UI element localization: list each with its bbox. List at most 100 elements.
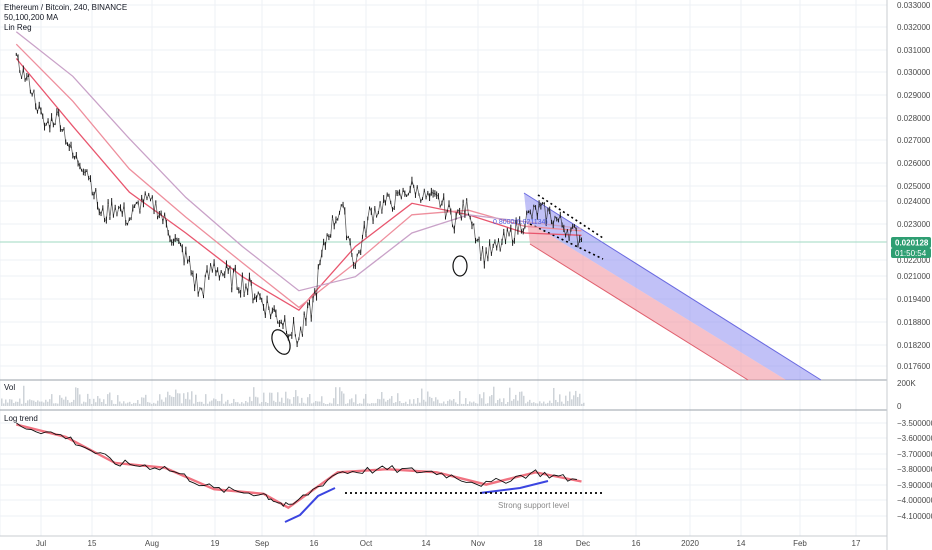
main-series[interactable] <box>15 31 582 348</box>
ma-legend[interactable]: 50,100,200 MA <box>4 13 59 22</box>
price-tick-label: 0.033000 <box>897 1 931 10</box>
volume-bar <box>41 401 43 406</box>
volume-bar <box>499 398 501 406</box>
log-pane-title[interactable]: Log trend <box>4 414 38 423</box>
price-tick-label: 0.024000 <box>897 197 931 206</box>
volume-pane-title[interactable]: Vol <box>4 383 15 392</box>
volume-bar <box>141 397 143 406</box>
volume-bar <box>333 398 335 406</box>
volume-bar <box>509 387 511 406</box>
log-series[interactable] <box>16 422 582 523</box>
volume-bar <box>445 403 447 406</box>
price-line[interactable] <box>15 54 582 346</box>
price-tick-label: 0.029000 <box>897 91 931 100</box>
volume-bar <box>127 402 129 406</box>
moving-average-200-ma[interactable] <box>15 31 582 292</box>
linreg-legend[interactable]: Lin Reg <box>4 23 32 32</box>
volume-bar <box>503 398 505 406</box>
volume-axis[interactable]: 200K 0 <box>897 379 916 411</box>
time-tick-label: Oct <box>360 539 373 548</box>
volume-bar <box>345 403 347 406</box>
volume-bar <box>249 396 251 406</box>
price-tick-label: 0.018800 <box>897 318 931 327</box>
volume-bar <box>469 401 471 406</box>
volume-bar <box>213 398 215 406</box>
log-price-line[interactable] <box>16 422 577 507</box>
chart-title[interactable]: Ethereum / Bitcoin, 240, BINANCE <box>4 3 127 12</box>
volume-bar <box>109 392 111 406</box>
volume-bar <box>63 399 65 406</box>
channel-lower-band[interactable] <box>527 221 786 380</box>
volume-bar <box>543 401 545 406</box>
volume-bars <box>1 385 585 406</box>
volume-bar <box>155 403 157 406</box>
volume-bar <box>69 402 71 406</box>
price-tick-label: 0.030000 <box>897 68 931 77</box>
volume-bar <box>549 400 551 406</box>
volume-bar <box>175 389 177 406</box>
volume-bar <box>117 395 119 406</box>
time-tick-label: 15 <box>88 539 97 548</box>
volume-bar <box>71 402 73 406</box>
volume-bar <box>215 399 217 406</box>
price-tick-label: 0.021000 <box>897 272 931 281</box>
volume-bar <box>287 398 289 406</box>
volume-bar <box>23 385 25 406</box>
volume-bar <box>583 402 585 406</box>
volume-bar <box>283 403 285 406</box>
price-axis[interactable]: 0.033000 0.032000 0.031000 0.030000 0.029000… <box>897 0 931 371</box>
log-trend-red[interactable] <box>16 423 582 510</box>
volume-bar <box>325 403 327 406</box>
volume-bar <box>351 398 353 406</box>
volume-bar <box>471 402 473 406</box>
moving-average-50-ma[interactable] <box>15 58 582 312</box>
volume-bar <box>581 403 583 406</box>
volume-bar <box>187 392 189 406</box>
volume-bar <box>47 401 49 406</box>
price-tick-label: 0.019400 <box>897 295 931 304</box>
volume-bar <box>559 394 561 406</box>
volume-bar <box>135 403 137 406</box>
time-tick-label: Feb <box>793 539 807 548</box>
volume-bar <box>513 399 515 406</box>
volume-bar <box>311 403 313 406</box>
volume-bar <box>235 402 237 406</box>
volume-bar <box>111 400 113 406</box>
volume-bar <box>405 401 407 406</box>
volume-bar <box>103 399 105 406</box>
moving-average-100-ma[interactable] <box>15 43 582 309</box>
channel-lower-line[interactable] <box>529 243 749 381</box>
volume-bar <box>387 400 389 406</box>
support-annotation: Strong support level <box>498 501 569 510</box>
volume-bar <box>159 394 161 406</box>
log-axis[interactable]: −3.500000 −3.600000 −3.700000 −3.800000 −3.9… <box>897 419 932 521</box>
volume-bar <box>243 403 245 406</box>
time-tick-label: 18 <box>534 539 543 548</box>
volume-bar <box>321 396 323 406</box>
volume-bar <box>79 394 81 406</box>
volume-bar <box>81 403 83 406</box>
time-tick-label: Dec <box>576 539 590 548</box>
volume-bar <box>329 402 331 406</box>
time-tick-label: Jul <box>36 539 46 548</box>
volume-bar <box>261 402 263 406</box>
volume-bar <box>113 403 115 406</box>
volume-bar <box>107 394 109 406</box>
volume-bar <box>217 401 219 406</box>
channel-upper-line[interactable] <box>523 192 822 381</box>
price-tick-label: 0.028000 <box>897 114 931 123</box>
volume-bar <box>571 399 573 406</box>
time-axis[interactable]: Jul 15 Aug 19 Sep 16 Oct 14 Nov 18 Dec 16 2020 14 Feb 1… <box>36 539 861 548</box>
time-tick-label: Sep <box>255 539 270 548</box>
log-tick-label: −3.700000 <box>897 450 932 459</box>
time-tick-label: 2020 <box>681 539 699 548</box>
dotted-support-line[interactable] <box>529 223 604 260</box>
volume-bar <box>125 403 127 406</box>
volume-bar <box>397 393 399 406</box>
volume-bar <box>105 403 107 406</box>
volume-bar <box>139 403 141 406</box>
regression-channel[interactable] <box>523 192 822 381</box>
volume-bar <box>255 396 257 406</box>
volume-bar <box>579 393 581 406</box>
